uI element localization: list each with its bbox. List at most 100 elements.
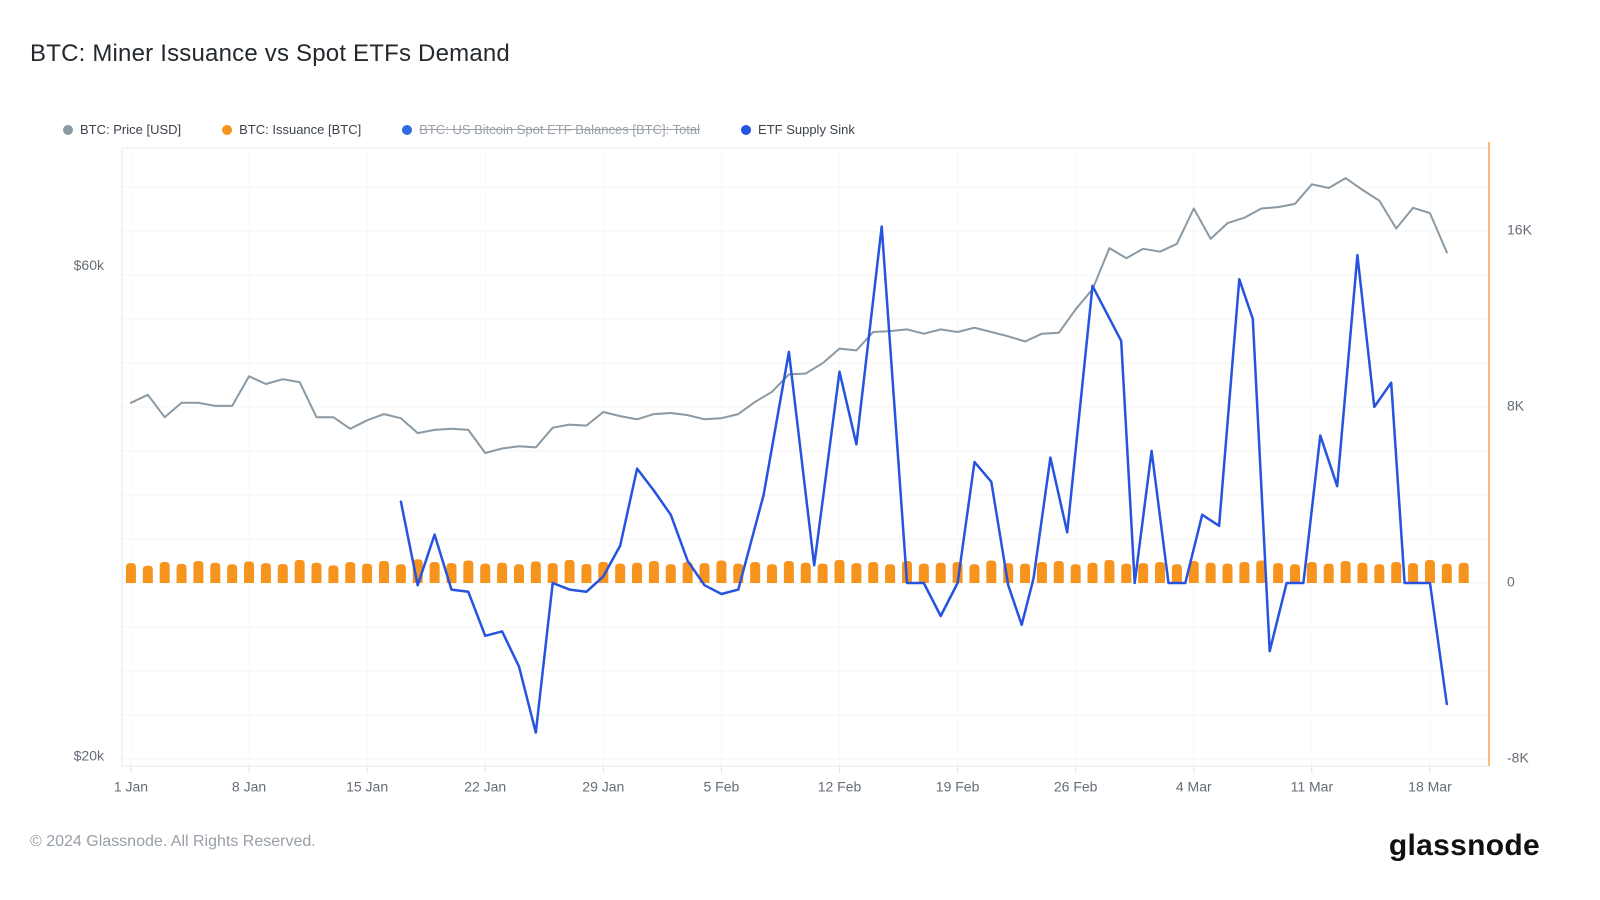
issuance-bar xyxy=(581,564,592,583)
x-tick-label: 4 Mar xyxy=(1176,779,1212,795)
x-tick-label: 11 Mar xyxy=(1291,779,1334,795)
legend-item-etf-balances-disabled[interactable]: BTC: US Bitcoin Spot ETF Balances [BTC]:… xyxy=(402,122,700,137)
issuance-bar xyxy=(328,565,339,583)
issuance-bar xyxy=(244,561,255,583)
issuance-bar xyxy=(311,562,322,583)
legend-dot-icon xyxy=(222,124,233,135)
issuance-bar xyxy=(1340,560,1351,583)
issuance-bar xyxy=(1374,564,1385,583)
issuance-bar xyxy=(513,564,524,583)
issuance-bar xyxy=(210,562,221,583)
etf-supply-sink-line xyxy=(399,225,1449,734)
issuance-bar xyxy=(1138,563,1149,583)
x-tick-label: 8 Jan xyxy=(232,779,266,795)
issuance-bar xyxy=(1155,562,1166,583)
issuance-bar xyxy=(1306,562,1317,583)
issuance-bar xyxy=(699,563,710,583)
issuance-bar xyxy=(1441,563,1452,583)
issuance-bar xyxy=(1036,562,1047,583)
legend-item-label: BTC: Issuance [BTC] xyxy=(239,122,362,137)
right-axis-tick-label: 8K xyxy=(1507,398,1525,414)
legend-item-label: ETF Supply Sink xyxy=(758,122,855,137)
plot-borders xyxy=(121,142,1490,767)
legend-item-label: BTC: Price [USD] xyxy=(80,122,182,137)
issuance-bar xyxy=(480,563,491,583)
x-tick-label: 19 Feb xyxy=(936,779,980,795)
issuance-bar xyxy=(851,563,862,583)
page-title: BTC: Miner Issuance vs Spot ETFs Demand xyxy=(30,40,510,67)
issuance-bar xyxy=(682,562,693,583)
issuance-bar xyxy=(1391,562,1402,583)
issuance-bar xyxy=(1424,559,1435,583)
issuance-bar xyxy=(142,565,153,583)
issuance-bar xyxy=(1171,564,1182,583)
left-axis-tick-label: $60k xyxy=(74,257,105,273)
issuance-bar xyxy=(817,563,828,583)
issuance-bar xyxy=(125,563,136,583)
issuance-bar xyxy=(1239,562,1250,583)
issuance-bar xyxy=(362,563,373,583)
legend-item-label: BTC: US Bitcoin Spot ETF Balances [BTC]:… xyxy=(419,122,701,137)
issuance-bar xyxy=(935,562,946,583)
x-tick-label: 26 Feb xyxy=(1054,779,1098,795)
issuance-bar xyxy=(750,562,761,583)
legend-dot-icon xyxy=(402,124,413,135)
issuance-bar xyxy=(648,560,659,583)
issuance-bar xyxy=(260,563,271,583)
legend-item-etf-supply-sink[interactable]: ETF Supply Sink xyxy=(741,122,855,137)
issuance-bar xyxy=(969,564,980,583)
copyright-text: © 2024 Glassnode. All Rights Reserved. xyxy=(30,833,316,850)
issuance-bar xyxy=(193,560,204,583)
issuance-bar xyxy=(1188,560,1199,583)
legend-item-btc-price[interactable]: BTC: Price [USD] xyxy=(63,122,181,137)
left-axis-labels: $60k $20k xyxy=(74,257,105,764)
issuance-bar xyxy=(564,559,575,583)
issuance-bar xyxy=(716,560,727,583)
issuance-bar xyxy=(1205,562,1216,583)
issuance-bar xyxy=(547,563,558,583)
issuance-bar xyxy=(1289,564,1300,583)
issuance-bar xyxy=(1458,562,1469,583)
issuance-bar xyxy=(632,562,643,583)
issuance-bar xyxy=(1087,562,1098,583)
issuance-bar xyxy=(1222,563,1233,583)
x-tick-label: 5 Feb xyxy=(703,779,739,795)
right-axis-labels: 16K 8K 0 -8K xyxy=(1507,222,1533,766)
issuance-bar xyxy=(1273,563,1284,583)
issuance-bar xyxy=(868,562,879,583)
issuance-bar xyxy=(1323,563,1334,583)
gridlines xyxy=(122,148,1489,766)
x-tick-label: 1 Jan xyxy=(114,779,148,795)
issuance-bar xyxy=(378,560,389,583)
issuance-bar xyxy=(834,559,845,583)
price-line xyxy=(129,177,1448,454)
issuance-bars xyxy=(125,559,1469,583)
issuance-bar xyxy=(800,562,811,583)
x-tick-label: 22 Jan xyxy=(464,779,506,795)
issuance-bar xyxy=(767,564,778,583)
issuance-bar xyxy=(885,564,896,583)
legend-item-btc-issuance[interactable]: BTC: Issuance [BTC] xyxy=(222,122,361,137)
issuance-bar xyxy=(345,562,356,583)
issuance-bar xyxy=(294,559,305,583)
issuance-bar xyxy=(1121,563,1132,583)
chart-legend: BTC: Price [USD] BTC: Issuance [BTC] BTC… xyxy=(63,122,855,137)
issuance-bar xyxy=(918,563,929,583)
issuance-bar xyxy=(463,560,474,583)
right-axis-tick-label: -8K xyxy=(1507,750,1529,766)
issuance-bar xyxy=(665,564,676,583)
x-tick-label: 18 Mar xyxy=(1408,779,1452,795)
issuance-bar xyxy=(429,562,440,583)
issuance-bar xyxy=(1070,564,1081,583)
issuance-bar xyxy=(159,562,170,583)
x-axis: 1 Jan 8 Jan 15 Jan 22 Jan 29 Jan 5 Feb 12 Feb 1… xyxy=(114,766,1452,795)
right-axis-tick-label: 0 xyxy=(1507,574,1515,590)
issuance-bar xyxy=(615,563,626,583)
legend-dot-icon xyxy=(741,124,752,135)
issuance-bar xyxy=(395,564,406,583)
legend-dot-icon xyxy=(63,124,73,135)
issuance-bar xyxy=(1408,563,1419,583)
left-axis-tick-label: $20k xyxy=(74,748,105,764)
